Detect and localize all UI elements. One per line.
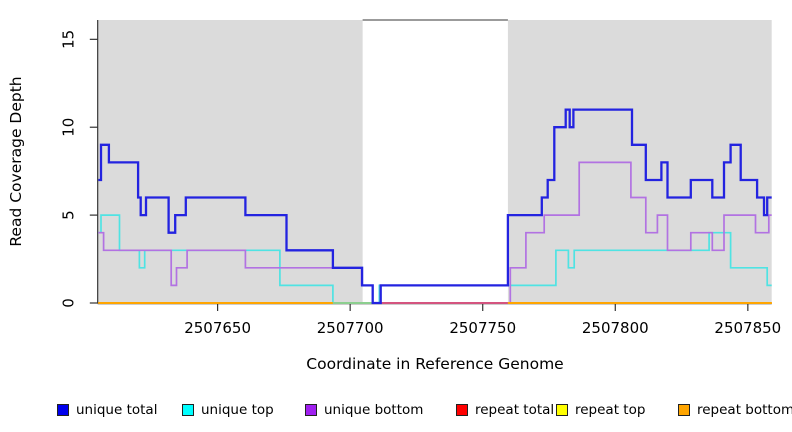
legend-swatch-repeat-bottom xyxy=(678,404,690,416)
legend-label: repeat bottom xyxy=(697,402,792,418)
plot-canvas: 0 5 10 15 2507650 2507700 2507750 2507800 250785… xyxy=(7,19,781,373)
legend-swatch-repeat-top xyxy=(556,404,568,416)
legend-label: unique bottom xyxy=(324,402,424,418)
y-tick-label: 5 xyxy=(60,210,78,220)
legend-item-unique-total: unique total xyxy=(57,399,157,421)
x-axis-title: Coordinate in Reference Genome xyxy=(306,355,563,373)
y-axis-title: Read Coverage Depth xyxy=(7,76,25,246)
highlight-region-1 xyxy=(98,20,363,303)
legend-swatch-repeat-total xyxy=(456,404,468,416)
legend-item-repeat-total: repeat total xyxy=(456,399,554,421)
x-tick-label: 2507750 xyxy=(449,319,516,337)
y-tick-label: 0 xyxy=(60,298,78,308)
legend-item-repeat-top: repeat top xyxy=(556,399,645,421)
x-tick-label: 2507700 xyxy=(317,319,384,337)
x-tick-label: 2507850 xyxy=(714,319,781,337)
y-tick-label: 15 xyxy=(60,30,78,49)
legend-swatch-unique-top xyxy=(182,404,194,416)
legend-label: repeat top xyxy=(575,402,646,418)
legend-item-unique-top: unique top xyxy=(182,399,274,421)
legend-swatch-unique-total xyxy=(57,404,69,416)
legend-label: unique total xyxy=(76,402,158,418)
legend-label: repeat total xyxy=(475,402,555,418)
legend-item-repeat-bottom: repeat bottom xyxy=(678,399,792,421)
highlight-region-2 xyxy=(507,20,772,303)
series-unique-bottom-line xyxy=(98,161,772,304)
y-tick-label: 10 xyxy=(60,118,78,137)
series-unique-total-line xyxy=(98,108,772,305)
x-tick-label: 2507650 xyxy=(184,319,251,337)
x-tick-label: 2507800 xyxy=(582,319,649,337)
plot-legend: unique total unique top unique bottom repea… xyxy=(0,399,792,423)
legend-label: unique top xyxy=(201,402,274,418)
legend-swatch-unique-bottom xyxy=(305,404,317,416)
legend-item-unique-bottom: unique bottom xyxy=(305,399,423,421)
